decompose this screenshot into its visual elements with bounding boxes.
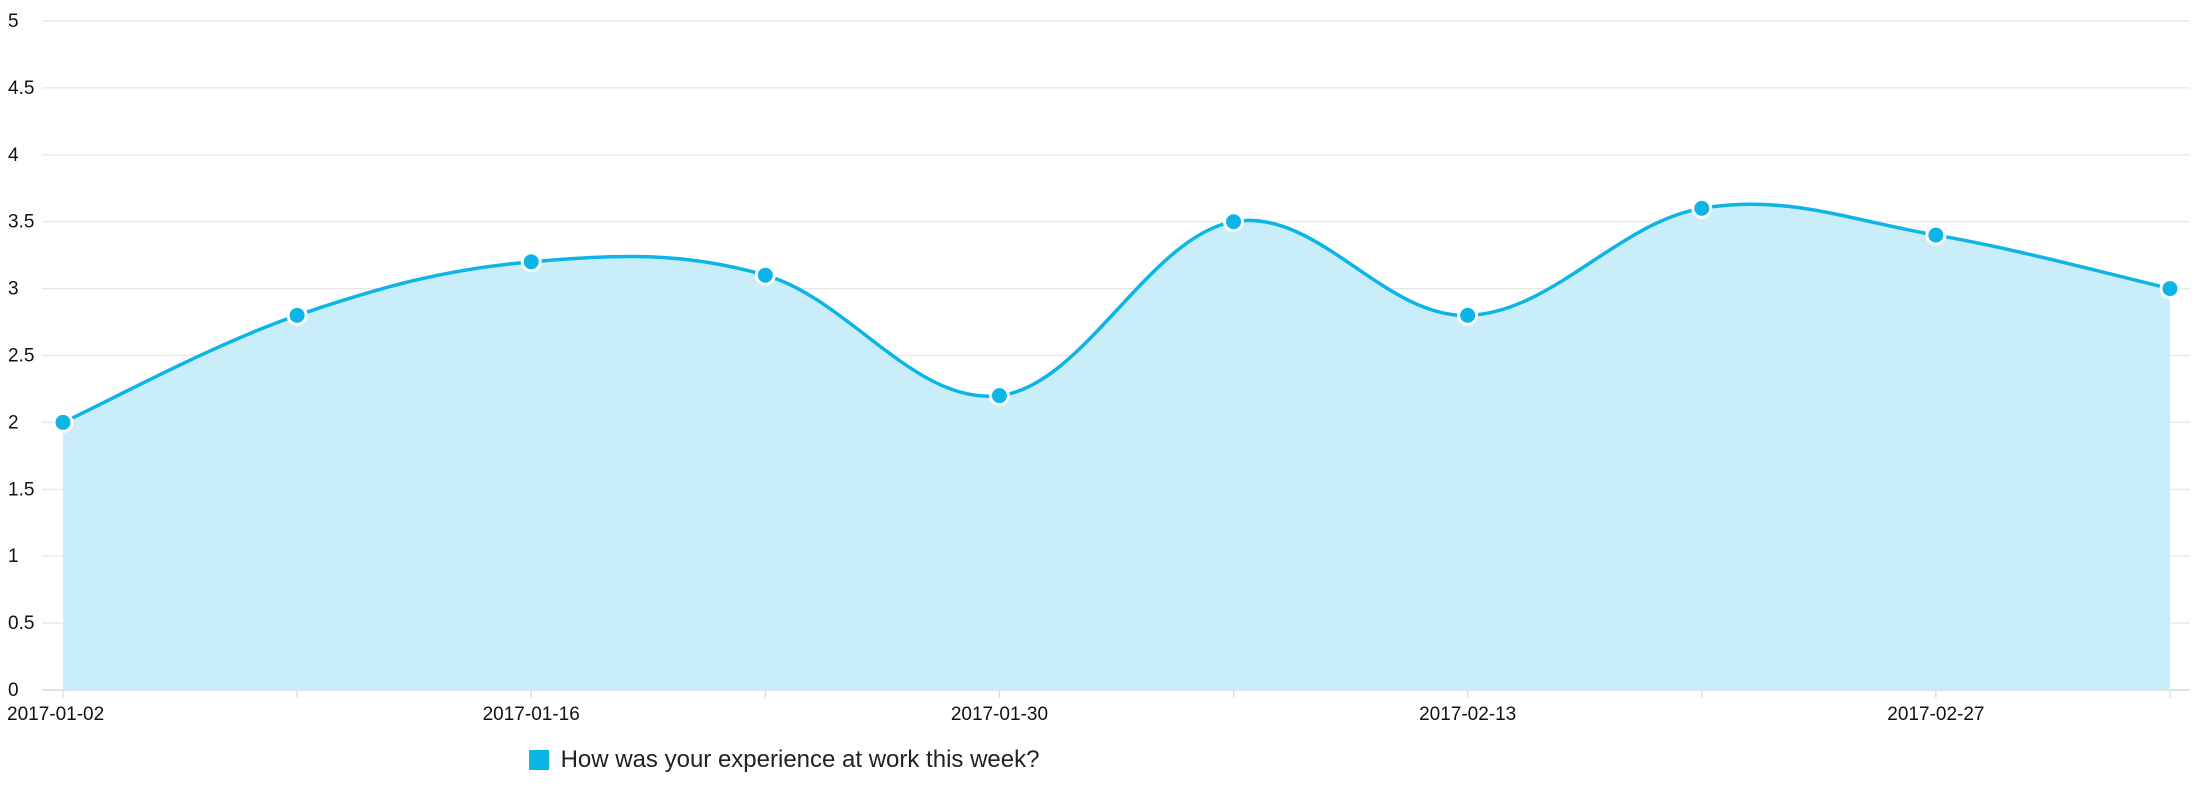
data-point[interactable] — [1457, 304, 1479, 326]
y-tick-label: 5 — [8, 11, 19, 32]
series-line — [62, 202, 2171, 424]
series-area — [63, 204, 2170, 690]
y-tick-label: 1 — [8, 546, 19, 567]
y-tick-label: 1.5 — [8, 479, 34, 500]
x-tick-label: 2017-02-13 — [1419, 704, 1516, 725]
data-point[interactable] — [754, 264, 776, 286]
y-tick-label: 4 — [8, 145, 19, 166]
data-point[interactable] — [988, 385, 1010, 407]
legend[interactable]: How was your experience at work this wee… — [0, 746, 1568, 774]
y-tick-label: 0.5 — [8, 613, 34, 634]
x-axis-labels: 2017-01-02 2017-01-16 2017-01-30 2017-02-13… — [7, 704, 1984, 725]
line-layer — [62, 202, 2171, 424]
x-tick-label: 2017-01-30 — [951, 704, 1048, 725]
data-point[interactable] — [286, 304, 308, 326]
data-point[interactable] — [1925, 224, 1947, 246]
y-tick-label: 0 — [8, 680, 19, 701]
data-points — [52, 197, 2181, 433]
x-tick-label: 2017-02-27 — [1887, 704, 1984, 725]
y-tick-label: 2.5 — [8, 346, 34, 367]
x-tick-label: 2017-01-16 — [483, 704, 580, 725]
data-point[interactable] — [52, 411, 74, 433]
data-point[interactable] — [1223, 211, 1245, 233]
data-point[interactable] — [1691, 197, 1713, 219]
y-tick-label: 3.5 — [8, 212, 34, 233]
x-axis-ticks — [62, 690, 2171, 698]
legend-label: How was your experience at work this wee… — [560, 746, 1040, 773]
area-layer — [63, 204, 2170, 690]
legend-swatch — [528, 750, 549, 770]
data-point[interactable] — [520, 251, 542, 273]
y-tick-label: 2 — [8, 412, 19, 433]
y-tick-label: 3 — [8, 279, 19, 300]
y-tick-label: 4.5 — [8, 78, 34, 99]
data-point[interactable] — [2159, 278, 2181, 300]
x-tick-label: 2017-01-02 — [7, 704, 104, 725]
y-axis-labels: 0 0.5 1 1.5 2 2.5 3 3.5 4 4.5 5 — [8, 11, 34, 701]
